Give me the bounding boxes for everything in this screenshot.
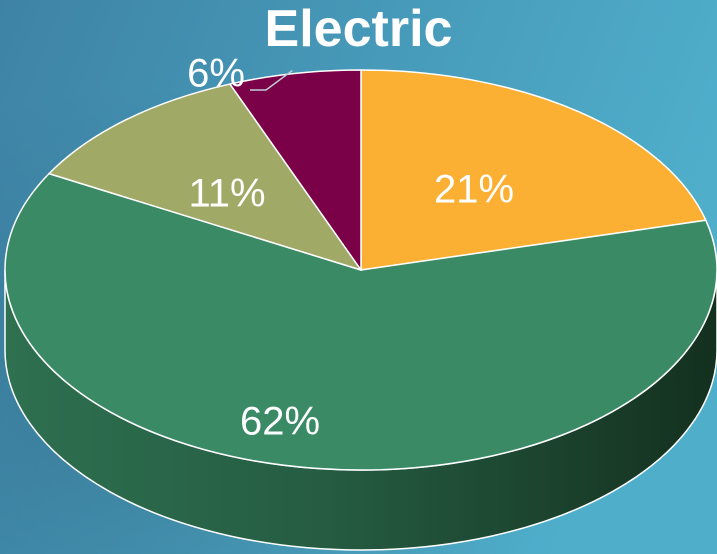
- data-label-3: 11%: [188, 172, 265, 216]
- chart-title: Electric: [264, 0, 453, 58]
- pie-slice-3: [48, 83, 362, 271]
- data-label-2: 62%: [240, 400, 320, 444]
- pie-slice-2: [4, 172, 717, 471]
- pie-slice-1: [360, 69, 707, 271]
- pie-slice-4: [229, 69, 362, 271]
- leader-line-4: [250, 69, 293, 91]
- data-label-4: 6%: [187, 52, 245, 96]
- data-label-1: 21%: [434, 168, 514, 212]
